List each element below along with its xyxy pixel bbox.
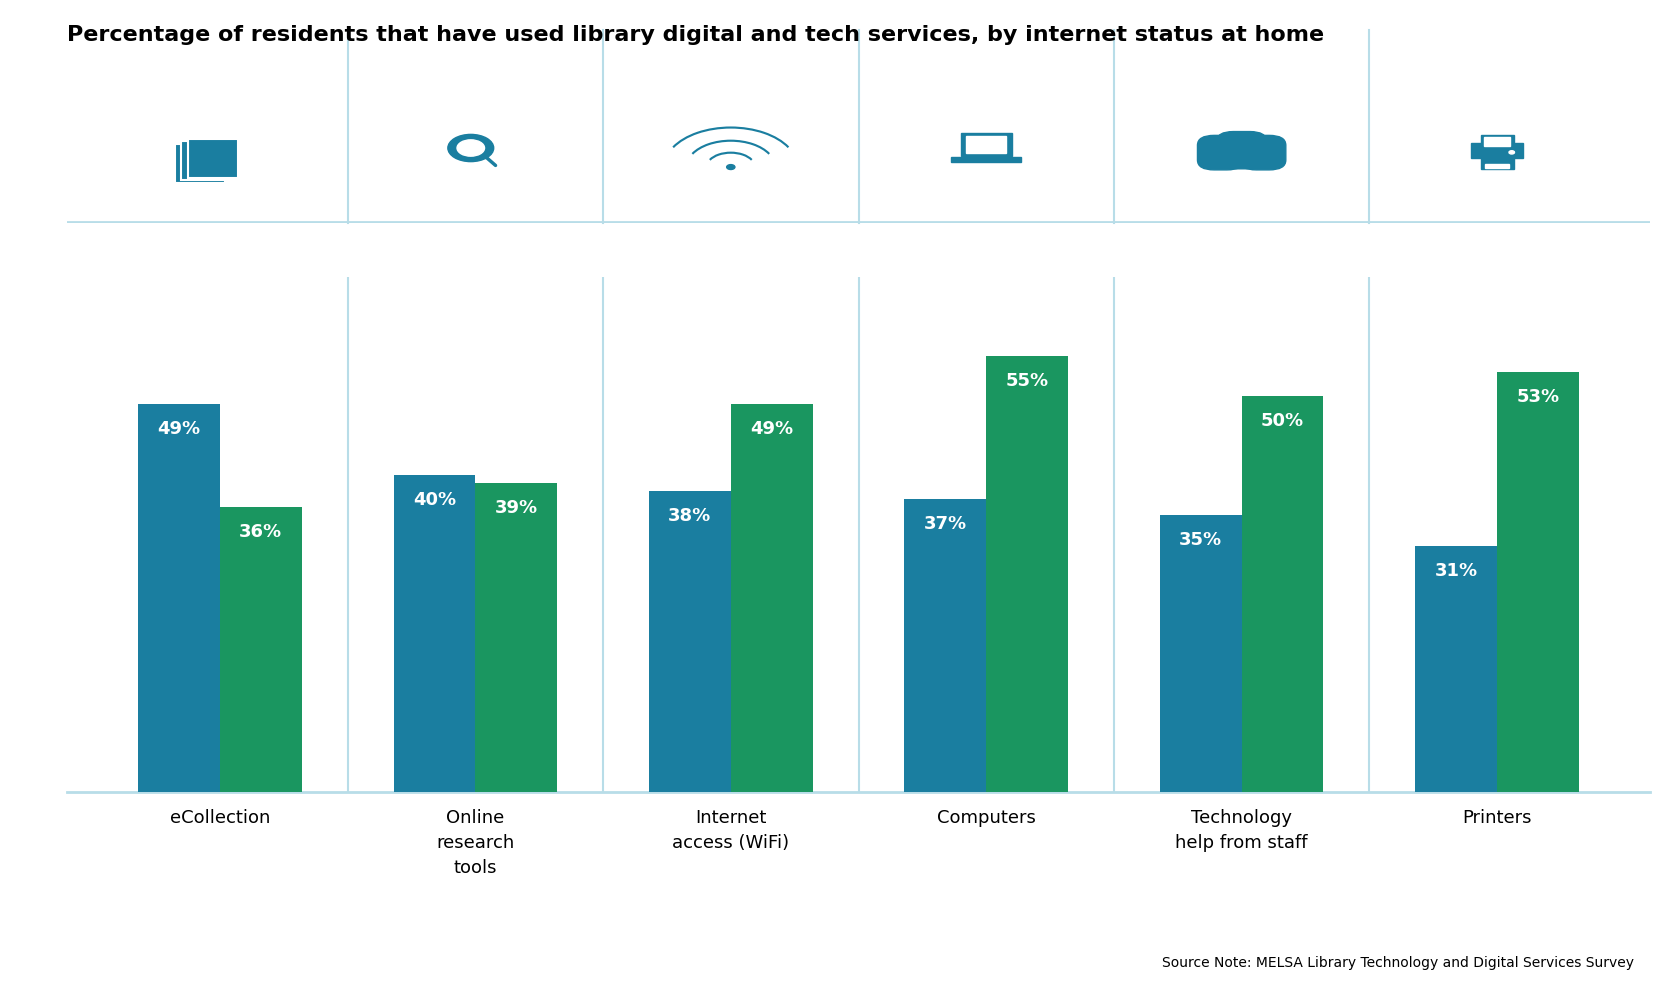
Bar — [730, 404, 812, 792]
Text: 49%: 49% — [157, 420, 200, 438]
Text: 36%: 36% — [240, 523, 282, 541]
Bar — [1497, 372, 1579, 792]
Bar — [138, 404, 220, 792]
Text: 35%: 35% — [1179, 531, 1222, 548]
Text: 40%: 40% — [413, 491, 457, 509]
Text: 53%: 53% — [1517, 388, 1560, 406]
Text: Source Note: MELSA Library Technology and Digital Services Survey: Source Note: MELSA Library Technology an… — [1162, 956, 1634, 970]
Bar — [475, 483, 557, 792]
Bar — [648, 491, 730, 792]
Bar — [1160, 515, 1242, 792]
Bar — [220, 507, 302, 792]
Bar — [1415, 546, 1497, 792]
Text: 39%: 39% — [495, 499, 538, 517]
Text: 50%: 50% — [1260, 412, 1304, 430]
Text: 49%: 49% — [750, 420, 793, 438]
Text: 37%: 37% — [924, 515, 967, 533]
Text: Percentage of residents that have used library digital and tech services, by int: Percentage of residents that have used l… — [67, 25, 1324, 45]
Bar — [905, 499, 987, 792]
Bar — [1242, 396, 1324, 792]
Text: 31%: 31% — [1435, 562, 1477, 580]
Bar — [987, 356, 1069, 792]
Text: 55%: 55% — [1005, 372, 1049, 390]
Text: 38%: 38% — [668, 507, 712, 525]
Bar — [393, 475, 475, 792]
